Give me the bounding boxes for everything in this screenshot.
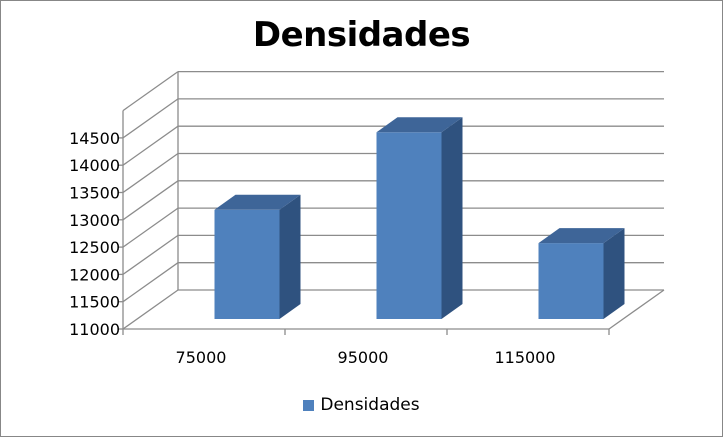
- chart-title: Densidades: [252, 15, 471, 55]
- chart-legend: Densidades: [1, 395, 722, 415]
- bar-top: [538, 228, 625, 244]
- x-tick-label: 95000: [338, 348, 389, 367]
- bar-top: [376, 117, 463, 133]
- y-tick-label: 13000: [69, 211, 120, 230]
- bar-front: [538, 243, 604, 319]
- gridline-depth: [122, 289, 179, 330]
- y-tick-label: 11500: [69, 293, 120, 312]
- bar-side: [279, 194, 301, 319]
- y-tick-label: 13500: [69, 184, 120, 203]
- gridline-depth: [122, 207, 179, 248]
- y-tick-label: 14000: [69, 156, 120, 175]
- gridline-depth: [122, 71, 179, 112]
- gridline-depth: [122, 125, 179, 166]
- bar-side: [441, 117, 463, 319]
- y-tick-label: 12500: [69, 238, 120, 257]
- gridline-depth: [122, 180, 179, 221]
- x-tick-label: 115000: [494, 348, 555, 367]
- legend-swatch: [303, 399, 315, 411]
- gridline-depth: [122, 98, 179, 139]
- bar-side: [603, 228, 625, 319]
- y-tick-label: 14500: [69, 129, 120, 148]
- gridline-depth: [122, 152, 179, 194]
- legend-label: Densidades: [320, 395, 420, 415]
- bar-front: [214, 209, 280, 319]
- floor-edge: [608, 289, 665, 330]
- y-tick-label: 11000: [69, 320, 120, 339]
- gridline-depth: [122, 234, 179, 275]
- y-tick-label: 12000: [69, 265, 120, 284]
- x-tick-label: 75000: [176, 348, 227, 367]
- gridline-depth: [122, 262, 179, 303]
- bar-front: [376, 132, 442, 319]
- bar-top: [214, 194, 301, 210]
